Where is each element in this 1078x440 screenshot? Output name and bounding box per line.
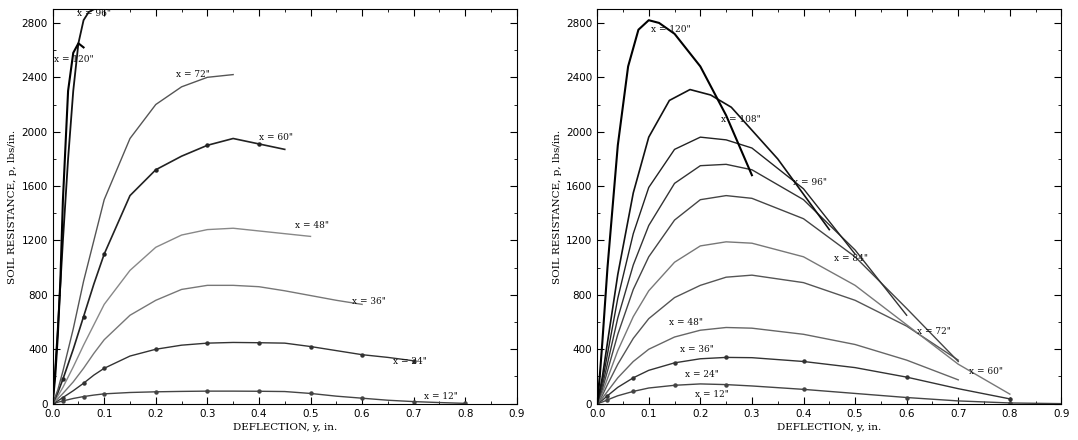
Text: x = 48": x = 48" bbox=[669, 318, 703, 326]
Text: x = 96": x = 96" bbox=[793, 177, 827, 187]
Text: x = 12": x = 12" bbox=[424, 392, 458, 401]
Text: x = 96": x = 96" bbox=[78, 9, 111, 18]
Text: x = 72": x = 72" bbox=[917, 327, 951, 336]
Text: x = 24": x = 24" bbox=[393, 357, 427, 366]
Text: x = 84": x = 84" bbox=[834, 253, 869, 263]
Text: x = 60": x = 60" bbox=[259, 132, 293, 142]
Text: x = 108": x = 108" bbox=[721, 115, 761, 124]
X-axis label: DEFLECTION, y, in.: DEFLECTION, y, in. bbox=[233, 423, 336, 432]
Y-axis label: SOIL RESISTANCE, p, lbs/in.: SOIL RESISTANCE, p, lbs/in. bbox=[553, 129, 562, 283]
Text: x = 36": x = 36" bbox=[351, 297, 386, 306]
Text: x = 60": x = 60" bbox=[968, 367, 1003, 376]
Text: x = 12": x = 12" bbox=[695, 390, 729, 399]
Text: x = 120": x = 120" bbox=[54, 55, 94, 64]
Text: x = 72": x = 72" bbox=[177, 70, 210, 79]
Text: x = 36": x = 36" bbox=[680, 345, 714, 355]
X-axis label: DEFLECTION, y, in.: DEFLECTION, y, in. bbox=[777, 423, 882, 432]
Text: x = 120": x = 120" bbox=[651, 25, 691, 34]
Text: x = 24": x = 24" bbox=[685, 370, 719, 379]
Text: x = 48": x = 48" bbox=[295, 221, 329, 230]
Y-axis label: SOIL RESISTANCE, p, lbs/in.: SOIL RESISTANCE, p, lbs/in. bbox=[9, 129, 17, 283]
